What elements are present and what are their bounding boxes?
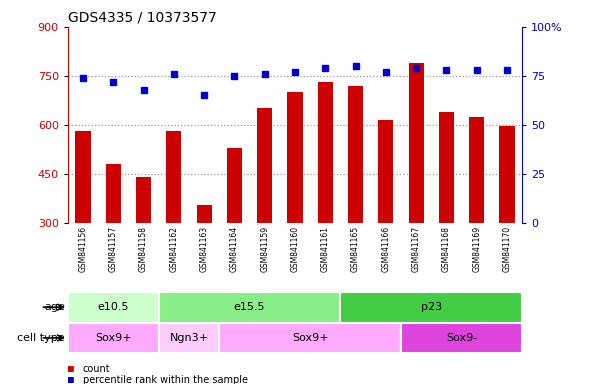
Text: GSM841157: GSM841157 (109, 226, 118, 272)
Text: GSM841162: GSM841162 (169, 226, 178, 272)
Text: age: age (44, 302, 65, 312)
Text: GSM841168: GSM841168 (442, 226, 451, 272)
Text: GDS4335 / 10373577: GDS4335 / 10373577 (68, 10, 217, 24)
Text: count: count (83, 364, 110, 374)
Bar (469, 117, 484, 223)
Text: GSM841164: GSM841164 (230, 226, 239, 272)
Text: GSM841170: GSM841170 (503, 226, 512, 272)
Text: GSM841159: GSM841159 (260, 226, 269, 272)
Bar (378, 120, 394, 223)
Text: GSM841158: GSM841158 (139, 226, 148, 272)
Text: percentile rank within the sample: percentile rank within the sample (83, 375, 248, 384)
Bar (287, 92, 303, 223)
Text: e10.5: e10.5 (97, 302, 129, 312)
Bar (401, 323, 522, 353)
Bar (439, 112, 454, 223)
Text: e15.5: e15.5 (234, 302, 266, 312)
Text: Sox9+: Sox9+ (95, 333, 132, 343)
Bar (166, 131, 182, 223)
Bar (159, 323, 219, 353)
Text: cell type: cell type (17, 333, 65, 343)
Text: p23: p23 (421, 302, 442, 312)
Bar (219, 323, 401, 353)
Bar (136, 177, 151, 223)
Text: GSM841165: GSM841165 (351, 226, 360, 272)
Bar (227, 148, 242, 223)
Bar (257, 109, 272, 223)
Bar (68, 323, 159, 353)
Text: GSM841163: GSM841163 (199, 226, 209, 272)
Text: Sox9+: Sox9+ (292, 333, 329, 343)
Bar (317, 83, 333, 223)
Bar (68, 292, 159, 323)
Bar (106, 164, 121, 223)
Text: GSM841167: GSM841167 (412, 226, 421, 272)
Text: Ngn3+: Ngn3+ (169, 333, 208, 343)
Text: Sox9-: Sox9- (446, 333, 477, 343)
Text: ■: ■ (68, 375, 74, 384)
Bar (76, 131, 91, 223)
Text: GSM841161: GSM841161 (321, 226, 330, 272)
Bar (159, 292, 340, 323)
Text: GSM841169: GSM841169 (472, 226, 481, 272)
Bar (408, 63, 424, 223)
Bar (499, 126, 514, 223)
Bar (340, 292, 522, 323)
Text: GSM841166: GSM841166 (381, 226, 391, 272)
Bar (196, 205, 212, 223)
Text: GSM841160: GSM841160 (290, 226, 300, 272)
Text: GSM841156: GSM841156 (78, 226, 87, 272)
Bar (348, 86, 363, 223)
Text: ■: ■ (68, 364, 74, 374)
